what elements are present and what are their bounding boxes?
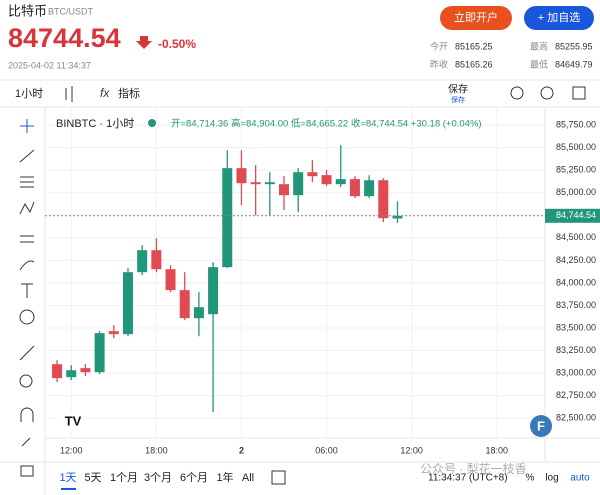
- range-button[interactable]: 6个月: [180, 471, 208, 484]
- f-badge-text: F: [537, 418, 545, 433]
- x-tick-label: 18:00: [486, 445, 509, 455]
- y-tick-label: 84,500.00: [556, 232, 596, 242]
- candle-body: [378, 180, 389, 219]
- auto-toggle[interactable]: auto: [570, 473, 590, 484]
- stat-label: 今开: [430, 40, 448, 51]
- candle-body: [279, 184, 290, 196]
- stat-value: 85165.26: [455, 59, 493, 69]
- x-tick-label: 12:00: [400, 445, 423, 455]
- range-button[interactable]: 3个月: [144, 471, 172, 484]
- asset-name: 比特币: [8, 3, 47, 18]
- candle-body: [137, 250, 148, 273]
- date-range-icon[interactable]: [271, 470, 286, 485]
- price: 84744.54: [8, 23, 121, 53]
- candle-body: [364, 180, 375, 197]
- fx-icon[interactable]: fx: [100, 86, 110, 100]
- change: -0.50%: [158, 37, 196, 51]
- x-tick-label: 2: [239, 445, 244, 455]
- save[interactable]: 保存: [448, 83, 468, 96]
- y-tick-label: 85,750.00: [556, 120, 596, 130]
- f-badge[interactable]: [530, 415, 552, 437]
- candle-icon[interactable]: [65, 86, 73, 102]
- interval[interactable]: 1小时: [15, 87, 43, 100]
- y-tick-label: 83,750.00: [556, 300, 596, 310]
- last-price-tag: [545, 208, 600, 223]
- candle-body: [108, 331, 119, 335]
- range-button[interactable]: 5天: [84, 472, 101, 484]
- indicators[interactable]: 指标: [118, 86, 140, 100]
- candle-body: [236, 168, 247, 184]
- watch-button[interactable]: [524, 6, 594, 30]
- open-account-label: 立即开户: [454, 10, 498, 24]
- range-button[interactable]: 1年: [216, 470, 233, 484]
- y-tick-label: 84,250.00: [556, 255, 596, 265]
- candle-body: [222, 168, 233, 268]
- y-tick-label: 85,250.00: [556, 165, 596, 175]
- y-tick-label: 83,000.00: [556, 367, 596, 377]
- stat-value: 85255.95: [555, 41, 593, 51]
- range-button[interactable]: 1天: [59, 472, 76, 484]
- timestamp: 2025-04-02 11:34:37: [8, 60, 91, 70]
- x-tick-label: 12:00: [60, 445, 83, 455]
- symbol: BINBTC · 1小时: [56, 117, 134, 130]
- candle-body: [151, 250, 162, 270]
- tv-logo: [60, 412, 86, 432]
- y-tick-label: 83,250.00: [556, 345, 596, 355]
- y-tick-label: 84,000.00: [556, 277, 596, 287]
- x-tick-label: 06:00: [315, 445, 338, 455]
- y-tick-label: 85,000.00: [556, 187, 596, 197]
- candle-body: [392, 215, 403, 219]
- candle-body: [52, 364, 63, 379]
- candle-body: [179, 290, 190, 319]
- candle-body: [335, 179, 346, 185]
- candle-body: [165, 269, 176, 291]
- candle-body: [66, 370, 77, 378]
- drawing-tools[interactable]: [19, 119, 35, 477]
- stat-label: 昨收: [430, 58, 448, 69]
- stat-label: 最高: [530, 40, 548, 51]
- alert-icon[interactable]: [510, 86, 524, 100]
- x-tick-label: 18:00: [145, 445, 168, 455]
- y-tick-label: 85,500.00: [556, 142, 596, 152]
- status-dot: [148, 119, 156, 127]
- stat-value: 84649.79: [555, 59, 593, 69]
- open-account-button[interactable]: [440, 6, 512, 30]
- watch-label: + 加自选: [538, 11, 580, 24]
- candle-body: [94, 333, 105, 373]
- range-button[interactable]: 1个月: [110, 471, 138, 484]
- tv-logo-text: TV: [65, 413, 82, 428]
- clock: 11:34:37 (UTC+8): [428, 473, 508, 484]
- range-button[interactable]: All: [242, 472, 254, 484]
- save-sub: 保存: [451, 95, 465, 104]
- log-toggle[interactable]: log: [545, 473, 558, 484]
- y-tick-label: 82,750.00: [556, 390, 596, 400]
- ohlc-legend: 开=84,714.36 高=84,904.00 低=84,665.22 收=84…: [171, 118, 482, 130]
- y-tick-label: 83,500.00: [556, 322, 596, 332]
- stat-label: 最低: [530, 58, 548, 69]
- candle-body: [193, 307, 204, 319]
- candle-body: [349, 179, 360, 197]
- candle-body: [293, 172, 304, 196]
- candle-body: [250, 182, 261, 185]
- asset-pair: BTC/USDT: [48, 6, 94, 16]
- stat-value: 85165.25: [455, 41, 493, 51]
- watermark: 公众号 · 梨花一枝香: [420, 461, 527, 476]
- candle-body: [264, 182, 275, 185]
- down-arrow: [136, 36, 152, 49]
- last-price-label: 84,744.54: [556, 210, 596, 220]
- candle-body: [208, 267, 219, 315]
- candle-body: [122, 272, 133, 335]
- candle-body: [321, 175, 332, 185]
- settings-icon[interactable]: [540, 86, 554, 100]
- percent-toggle[interactable]: %: [526, 473, 535, 484]
- candle-body: [80, 368, 91, 373]
- fullscreen-icon[interactable]: [572, 86, 586, 100]
- y-tick-label: 82,500.00: [556, 413, 596, 423]
- candle-body: [307, 172, 318, 177]
